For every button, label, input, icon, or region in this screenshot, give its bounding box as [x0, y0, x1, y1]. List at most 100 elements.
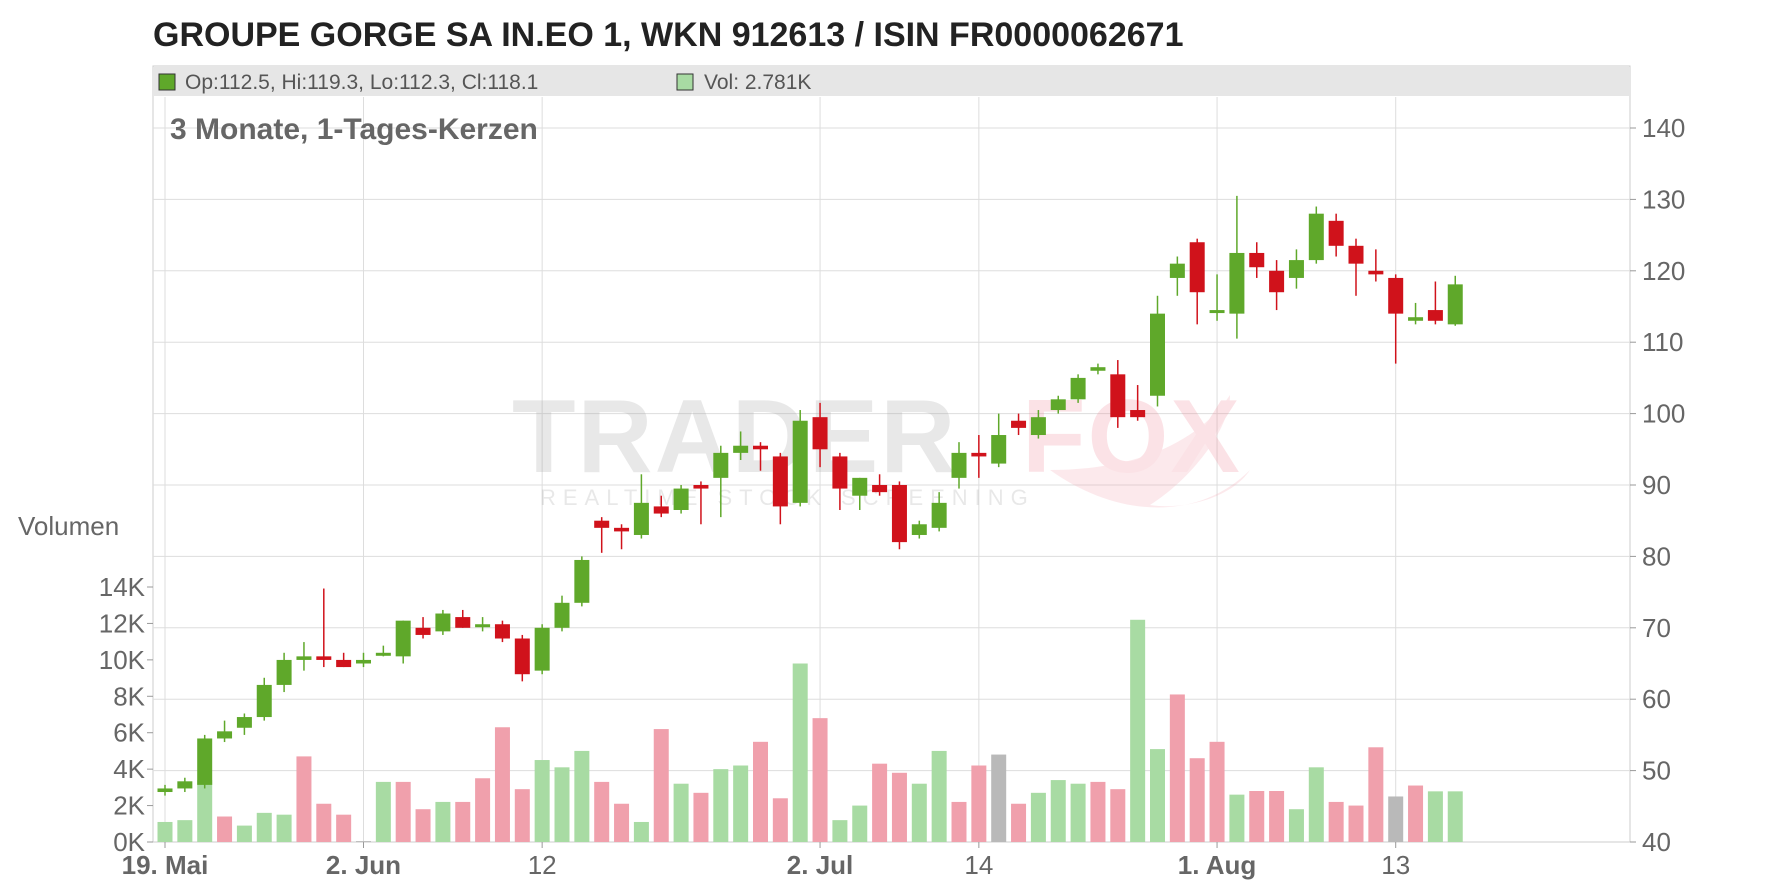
- volume-tick-label: 14K: [99, 572, 146, 602]
- candle-body: [1189, 242, 1205, 293]
- volume-bar: [1408, 785, 1424, 842]
- price-tick-label: 120: [1642, 256, 1685, 286]
- time-tick-label: 12: [528, 850, 557, 880]
- price-tick-label: 100: [1642, 399, 1685, 429]
- candle-body: [276, 659, 292, 685]
- candle-body: [931, 502, 947, 528]
- candle-body: [574, 559, 590, 603]
- price-tick-label: 130: [1642, 184, 1685, 214]
- candle-body: [1169, 263, 1185, 278]
- volume-bar: [1110, 789, 1126, 842]
- candle-body: [1249, 252, 1265, 268]
- volume-bar: [1368, 747, 1384, 842]
- volume-bar: [812, 718, 828, 842]
- candle-body: [713, 452, 729, 478]
- volume-bar: [494, 727, 510, 842]
- time-tick-label: 13: [1381, 850, 1410, 880]
- candle-body: [1348, 245, 1364, 264]
- candle-body: [455, 617, 471, 628]
- volume-bar: [1209, 741, 1225, 842]
- volume-bar: [673, 783, 689, 842]
- volume-bar: [991, 754, 1007, 842]
- volume-bar: [1388, 796, 1404, 842]
- candle-body: [534, 627, 550, 671]
- volume-bar: [316, 803, 332, 842]
- candle-body: [1368, 270, 1384, 275]
- legend-strip: [154, 67, 1629, 96]
- candle-body: [1269, 270, 1285, 293]
- volume-bar: [375, 781, 391, 842]
- candle-body: [1130, 410, 1146, 418]
- volume-bar: [1288, 809, 1304, 842]
- watermark-brand-gray: TRADER: [512, 379, 957, 495]
- volume-bar: [931, 750, 947, 842]
- candle-body: [475, 624, 491, 628]
- volume-bar: [911, 783, 927, 842]
- volume-bar: [177, 820, 193, 842]
- candle-body: [812, 417, 828, 450]
- volume-bar: [1348, 805, 1364, 842]
- volume-bar: [1070, 783, 1086, 842]
- candle-body: [852, 477, 868, 496]
- candle-body: [356, 659, 371, 664]
- candle-body: [1011, 420, 1027, 428]
- volume-bar: [217, 816, 233, 842]
- candle-body: [1328, 220, 1344, 246]
- legend-ohlc-text: Op:112.5, Hi:119.3, Lo:112.3, Cl:118.1: [185, 71, 538, 94]
- volume-bar: [971, 765, 987, 842]
- candle-body: [415, 627, 431, 635]
- volume-bar: [336, 814, 352, 842]
- volume-bar: [197, 780, 213, 842]
- candle-body: [554, 602, 570, 628]
- price-tick-label: 110: [1642, 327, 1683, 357]
- volume-bar: [455, 801, 471, 842]
- volume-bar: [554, 767, 570, 842]
- volume-bar: [1229, 794, 1245, 842]
- price-tick-label: 80: [1642, 541, 1671, 571]
- time-tick-label: 2. Jul: [787, 850, 853, 880]
- candle-body: [316, 656, 332, 660]
- candle-body: [1447, 284, 1463, 325]
- candle-body: [1388, 277, 1404, 314]
- candle-body: [395, 620, 411, 657]
- candle-body: [197, 738, 213, 785]
- volume-bar: [1090, 781, 1106, 842]
- candle-body: [891, 485, 907, 543]
- volume-bar: [1308, 767, 1324, 842]
- volume-tick-label: 0K: [113, 827, 145, 857]
- volume-bar: [356, 841, 371, 843]
- volume-bar: [415, 809, 431, 842]
- volume-bar: [157, 821, 173, 842]
- fox-tail-shape: [1050, 395, 1250, 508]
- candle-body: [236, 717, 252, 728]
- candle-body: [514, 638, 530, 675]
- volume-bar: [1150, 749, 1165, 842]
- volume-bar: [653, 729, 669, 842]
- axis-labels: 40 50 60 70 80 90 100 110 120 130 140 19. Mai 2. Jun…: [99, 113, 1686, 880]
- price-tick-label: 60: [1642, 684, 1671, 714]
- volume-bar: [395, 781, 411, 842]
- volume-bar: [1169, 694, 1185, 842]
- candle-body: [733, 445, 749, 453]
- candle-body: [1427, 310, 1443, 321]
- volume-bar: [872, 763, 888, 842]
- legend-volume-text: Vol: 2.781K: [704, 71, 811, 94]
- plot-area: [152, 65, 1631, 843]
- volume-bar: [1189, 758, 1205, 842]
- candle-body: [1110, 374, 1126, 418]
- candle-body: [693, 485, 709, 489]
- price-tick-label: 50: [1642, 756, 1671, 786]
- volume-bar: [276, 814, 292, 842]
- candle-body: [296, 656, 312, 660]
- candle-body: [614, 527, 630, 532]
- time-tick-label: 2. Jun: [326, 850, 401, 880]
- candle-body: [633, 502, 649, 535]
- volume-bar: [713, 769, 729, 842]
- volume-bar: [772, 798, 788, 842]
- volume-axis-label: Volumen: [18, 511, 119, 541]
- volume-bar: [236, 825, 252, 842]
- candle-body: [653, 506, 669, 514]
- candle-body: [1308, 213, 1324, 261]
- volume-bar: [296, 756, 312, 842]
